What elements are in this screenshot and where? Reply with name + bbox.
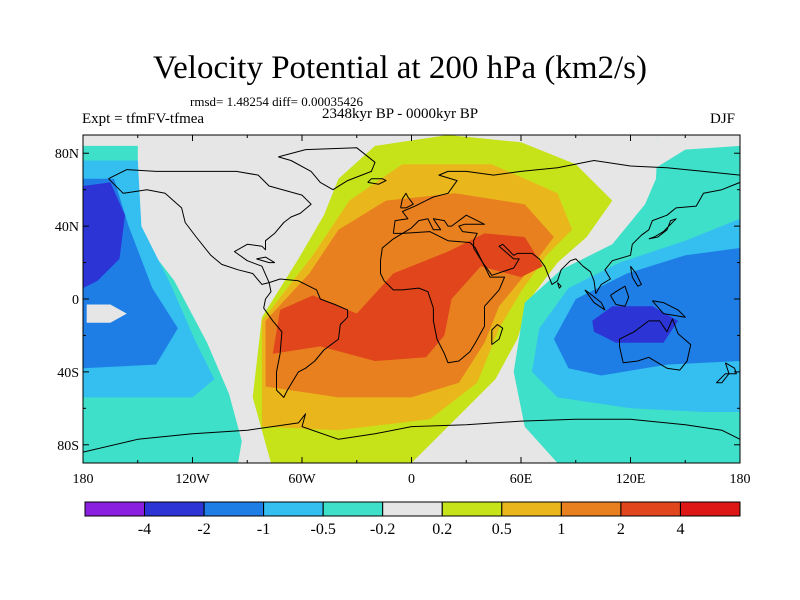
season-label: DJF [710,111,736,127]
x-tick-label: 120E [616,472,646,487]
coastline-borneo [609,285,630,307]
coastline-north-america [108,169,312,285]
x-tick-label: 0 [408,472,415,487]
colorbar-swatch [680,501,741,517]
colorbar-label: -2 [197,521,210,538]
x-tick-label: 60W [288,472,316,487]
coastline-new-guinea [652,300,686,318]
coastline-new-zealand-south [715,373,730,384]
x-tick-label: 180 [730,472,751,487]
colorbar-swatch [144,501,205,517]
colorbar-label: 2 [617,521,625,538]
colorbar-swatch [382,501,443,517]
x-axis: 180 120W 60W 0 60E 120E 180 [73,135,751,487]
coastline-cuba [256,256,276,264]
chart-title: Velocity Potential at 200 hPa (km2/s) [152,50,648,86]
contour-fields [83,135,740,463]
coastline-eurasia [392,160,740,294]
colorbar: -4 -2 -1 -0.5 -0.2 0.2 0.5 1 2 4 [84,501,741,538]
region-negative-pacific-core [83,182,125,289]
region-neutral-arctic-west [137,135,375,146]
colorbar-label: 0.2 [432,521,452,538]
colorbar-swatch [560,501,622,517]
y-tick-label: 40N [55,220,79,235]
region-neutral-pacific-island [86,304,127,323]
coastline-south-america [263,278,349,398]
coastline-iceland [367,178,387,185]
colorbar-swatch [203,501,265,517]
colorbar-label: -0.5 [311,521,336,538]
experiment-label: Expt = tfmFV-tfmea [82,111,205,127]
coastline-africa [380,231,506,364]
coastline-japan [648,218,677,240]
coastline-madagascar [491,324,504,345]
region-neutral-arctic-east [656,135,740,168]
period-label: 2348kyr BP - 0000kyr BP [322,106,479,122]
coastline-british-isles [400,192,414,209]
colorbar-swatch [620,501,681,517]
coastlines [83,147,740,453]
colorbar-swatch [501,501,562,517]
coastline-sri-lanka [557,282,562,289]
region-positive-atlantic-core [272,233,543,361]
x-tick-label: 120W [175,472,210,487]
x-tick-label: 60E [510,472,533,487]
colorbar-label: 1 [557,521,565,538]
y-tick-label: 0 [72,293,79,308]
y-tick-label: 40S [57,366,79,381]
rmsd-diff-label: rmsd= 1.48254 diff= 0.00035426 [190,94,363,109]
colorbar-swatch [322,501,384,517]
coastline-australia [619,318,692,371]
region-negative-indo-pacific-core [592,306,678,343]
colorbar-swatch [84,501,145,517]
y-tick-label: 80N [55,147,79,162]
colorbar-label: 4 [677,521,685,538]
colorbar-label: 0.5 [492,521,512,538]
x-tick-label: 180 [73,472,94,487]
colorbar-swatch [263,501,324,517]
coastline-antarctica [83,413,740,453]
y-tick-label: 80S [57,439,79,454]
colorbar-label: -1 [257,521,270,538]
coastline-philippines [630,265,642,287]
colorbar-label: -0.2 [370,521,395,538]
coastline-new-zealand [724,362,737,375]
coastline-greenland [278,147,376,191]
y-axis: 80N 40N 0 40S 80S [55,147,740,454]
coastline-sumatra [584,289,606,311]
colorbar-swatch [441,501,503,517]
colorbar-label: -4 [138,521,151,538]
